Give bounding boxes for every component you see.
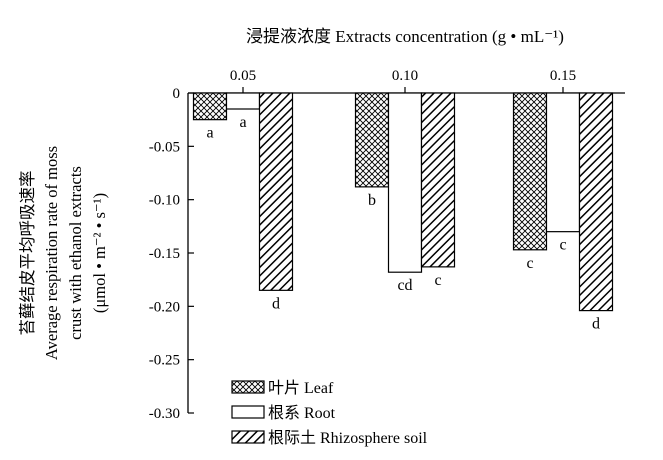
legend-label: 叶片 Leaf — [268, 379, 334, 397]
y-axis-title-line: crust with ethanol extracts — [66, 166, 85, 340]
y-axis-title-line: Average respiration rate of moss — [42, 146, 61, 360]
y-tick-label: 0 — [173, 86, 181, 102]
bar-significance-label: cd — [397, 277, 412, 294]
bar — [420, 92, 456, 268]
legend-swatch — [231, 430, 265, 444]
y-axis-title: 苔藓结皮平均呼吸速率 Average respiration rate of mo… — [18, 146, 109, 360]
bar-significance-label: b — [368, 192, 376, 209]
bar — [192, 92, 228, 121]
y-axis-title-line: (μmol • m⁻² • s⁻¹) — [90, 193, 109, 313]
bar-significance-label: c — [526, 255, 533, 272]
x-tick-label: 0.05 — [230, 68, 256, 84]
bar — [354, 92, 390, 188]
y-tick-label: -0.15 — [149, 246, 180, 262]
bar — [258, 92, 294, 291]
y-tick-label: -0.10 — [149, 193, 180, 209]
bar-significance-label: d — [592, 316, 600, 333]
legend: 叶片 Leaf 根系 Root 根际土 Rhizosphere soil — [231, 379, 428, 447]
bar-significance-label: c — [434, 272, 441, 289]
bar-significance-label: d — [272, 295, 280, 312]
bar-significance-label: a — [239, 114, 246, 131]
x-tick-label: 0.15 — [550, 68, 576, 84]
y-axis-title-line: 苔藓结皮平均呼吸速率 — [18, 171, 37, 336]
legend-label: 根际土 Rhizosphere soil — [268, 429, 428, 447]
legend-swatch — [231, 380, 265, 394]
legend-swatch — [231, 405, 265, 419]
legend-label: 根系 Root — [268, 404, 336, 422]
axes: 0 -0.05 -0.10 -0.15 -0.20 -0.25 -0.30 0.05 0.10 0… — [149, 68, 625, 422]
bar — [578, 92, 614, 312]
y-tick-label: -0.30 — [149, 406, 180, 422]
y-tick-label: -0.05 — [149, 139, 180, 155]
bar-significance-label: a — [206, 125, 213, 142]
bar — [387, 92, 423, 273]
x-tick-label: 0.10 — [392, 68, 418, 84]
bar — [545, 92, 581, 233]
bar-significance-label: c — [559, 237, 566, 254]
y-tick-label: -0.25 — [149, 353, 180, 369]
bar — [512, 92, 548, 251]
chart-title: 浸提液浓度 Extracts concentration (g • mL⁻¹) — [246, 27, 564, 46]
bar — [225, 92, 261, 110]
y-tick-label: -0.20 — [149, 299, 180, 315]
